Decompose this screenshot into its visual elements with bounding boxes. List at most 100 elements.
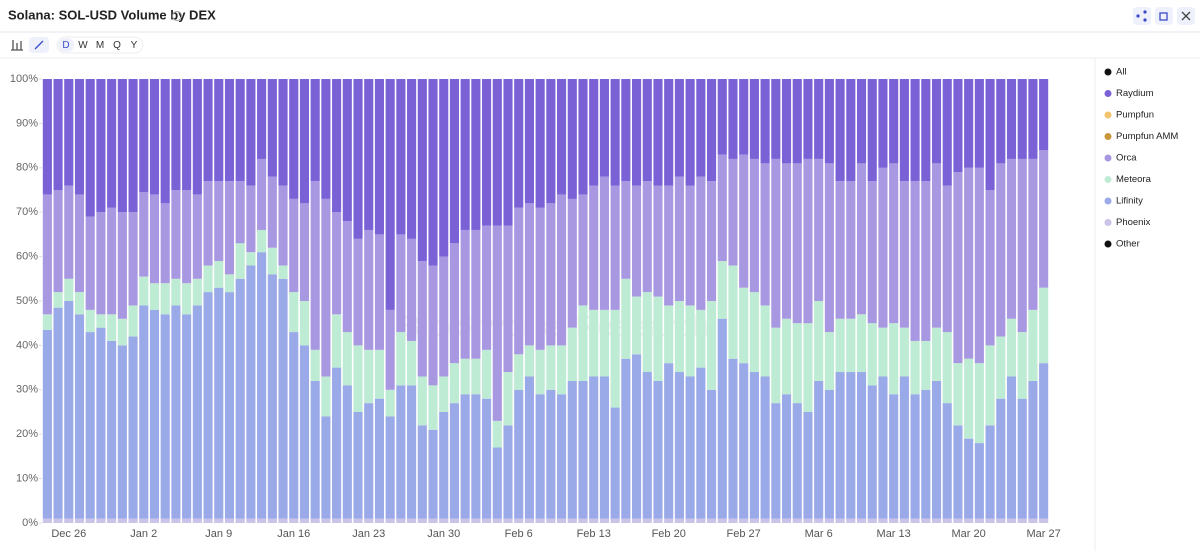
bar-segment [503, 518, 513, 523]
bar-segment [632, 79, 642, 186]
bar-segment [439, 412, 449, 519]
bar-segment [728, 358, 738, 519]
bar-segment [578, 380, 588, 519]
legend-label[interactable]: All [1116, 67, 1127, 78]
bar-segment [160, 79, 170, 204]
y-tick-label: 10% [16, 473, 38, 485]
bar-segment [492, 225, 502, 421]
bar-segment [42, 194, 52, 315]
bar-segment [385, 79, 395, 310]
bar-segment [53, 307, 63, 519]
bar-segment [85, 332, 95, 519]
x-tick-label: Feb 6 [505, 528, 533, 540]
bar-segment [814, 158, 824, 301]
bar-segment [417, 518, 427, 523]
bar-segment [267, 247, 277, 275]
bar-segment [321, 198, 331, 377]
bar-segment [203, 181, 213, 266]
interval-button[interactable]: Q [113, 40, 121, 51]
legend-label[interactable]: Orca [1116, 153, 1137, 164]
bar-segment [64, 518, 74, 523]
bar-segment [589, 185, 599, 310]
bar-segment [1039, 363, 1049, 519]
bar-segment [835, 318, 845, 373]
bar-segment [771, 327, 781, 404]
bar-segment [182, 314, 192, 519]
bar-segment [364, 79, 374, 230]
interval-button[interactable]: D [62, 40, 69, 51]
bar-segment [921, 340, 931, 390]
legend-label[interactable]: Phoenix [1116, 217, 1151, 228]
legend-label[interactable]: Raydium [1116, 88, 1154, 99]
interval-button[interactable]: M [96, 40, 104, 51]
bar-segment [524, 79, 534, 204]
bar-segment [717, 518, 727, 523]
title: Solana: SOL-USD Volume by DEX [8, 7, 216, 22]
bar-segment [417, 261, 427, 377]
interval-button[interactable]: Y [131, 40, 138, 51]
bar-segment [246, 252, 256, 266]
bar-segment [567, 380, 577, 519]
legend-label[interactable]: Pumpfun [1116, 110, 1154, 121]
bar-segment [503, 225, 513, 373]
bar-segment [42, 314, 52, 330]
bar-segment [664, 518, 674, 523]
bar-segment [739, 518, 749, 523]
bar-segment [235, 518, 245, 523]
bar-segment [621, 358, 631, 519]
bar-segment [621, 79, 631, 182]
bar-segment [706, 181, 717, 301]
share-icon [1143, 10, 1147, 14]
bar-segment [653, 380, 663, 519]
bar-segment [224, 274, 235, 293]
bar-segment [642, 292, 652, 373]
bar-segment [589, 309, 599, 377]
bar-segment [471, 358, 481, 395]
bar-segment [1017, 79, 1027, 159]
bar-segment [514, 518, 524, 523]
bar-segment [246, 265, 256, 519]
bar-segment [149, 309, 160, 519]
bar-segment [546, 389, 556, 519]
bar-segment [792, 403, 802, 519]
bar-segment [728, 158, 738, 266]
bar-segment [128, 79, 138, 213]
info-icon[interactable] [172, 11, 182, 21]
bar-segment [578, 305, 588, 381]
bar-segment [974, 167, 984, 364]
legend-label[interactable]: Other [1116, 239, 1140, 250]
bar-segment [332, 79, 342, 213]
bar-segment [910, 181, 920, 341]
bar-chart-toggle[interactable] [11, 40, 23, 51]
legend-label[interactable]: Meteora [1116, 174, 1152, 185]
bar-segment [899, 327, 909, 377]
legend-label[interactable]: Lifinity [1116, 196, 1143, 207]
bar-segment [139, 518, 149, 523]
bar-segment [53, 518, 63, 523]
x-tick-label: Mar 13 [877, 528, 911, 540]
bar-segment [674, 301, 684, 373]
bar-segment [74, 518, 85, 523]
share-icon [1143, 18, 1147, 22]
bar-segment [781, 79, 792, 164]
share-button[interactable] [1133, 7, 1151, 25]
bar-segment [396, 79, 406, 235]
share-icon [1136, 14, 1140, 18]
x-tick-label: Dec 26 [51, 528, 86, 540]
bar-segment [428, 385, 438, 430]
bar-segment [835, 372, 845, 519]
legend-label[interactable]: Pumpfun AMM [1116, 131, 1178, 142]
bar-segment [160, 283, 170, 315]
x-tick-label: Mar 6 [805, 528, 833, 540]
bar-segment [856, 163, 867, 315]
bar-segment [85, 518, 95, 523]
bar-segment [589, 518, 599, 523]
bar-segment [139, 192, 149, 277]
bar-segment [396, 518, 406, 523]
bar-segment [1039, 150, 1049, 288]
bar-segment [706, 301, 717, 390]
bar-segment [942, 518, 952, 523]
bar-segment [964, 358, 974, 439]
copy-button[interactable] [1155, 7, 1173, 25]
interval-button[interactable]: W [78, 40, 88, 51]
